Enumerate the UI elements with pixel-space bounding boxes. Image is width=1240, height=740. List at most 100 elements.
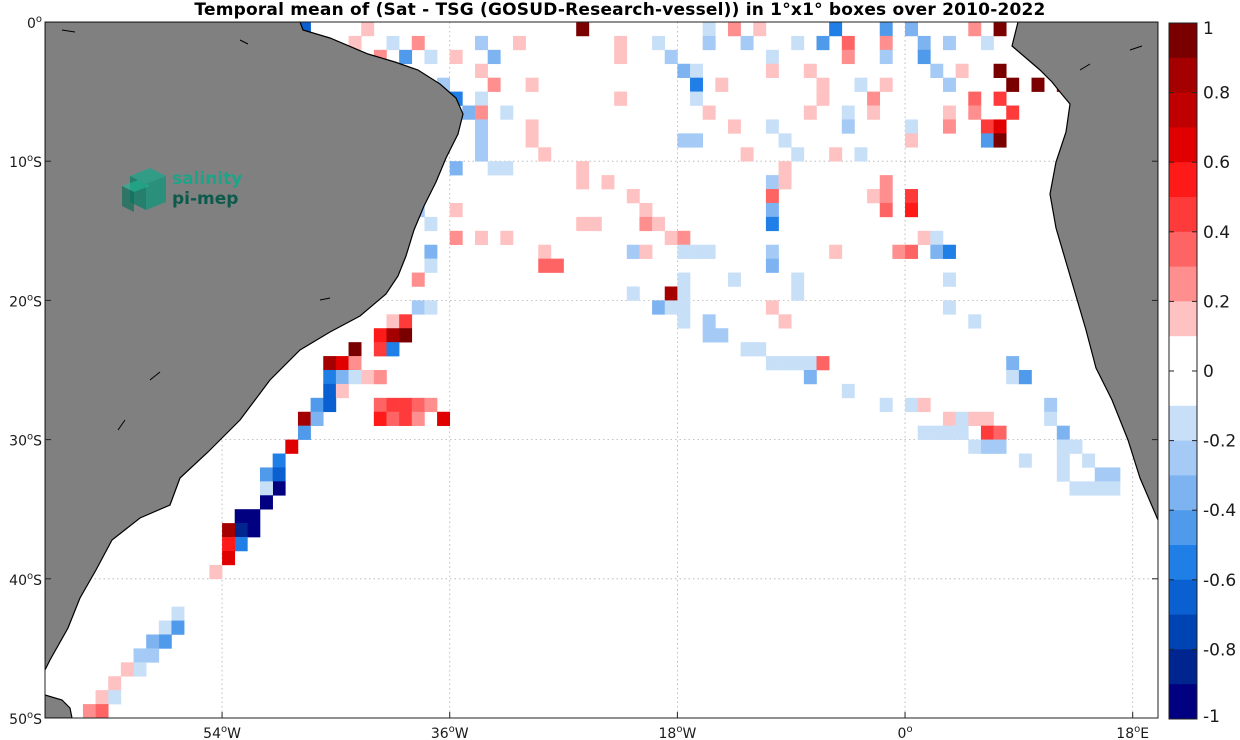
heatmap-cell [980,119,994,134]
heatmap-cell [462,105,476,120]
y-tick-label: 50oS [9,710,42,728]
heatmap-cell [234,509,248,524]
heatmap-cell [487,161,501,176]
heatmap-cell [222,537,236,552]
heatmap-cell [727,272,741,287]
y-tick-label: 30oS [9,432,42,450]
heatmap-cell [120,662,134,677]
heatmap-cell [361,370,375,385]
africa-land [1011,22,1158,521]
heatmap-cell [791,272,805,287]
heatmap-cell [664,300,678,315]
heatmap-cell [980,133,994,148]
heatmap-cell [171,606,185,621]
heatmap-cell [285,439,299,454]
heatmap-cell [386,397,400,413]
heatmap-cell [576,161,590,176]
heatmap-cell [614,49,628,65]
heatmap-cell [879,49,893,65]
heatmap-cell [942,272,956,287]
heatmap-cell [1069,481,1083,496]
heatmap-cell [753,342,767,357]
heatmap-cell [310,397,324,413]
heatmap-cell [500,105,514,120]
heatmap-cell [765,202,779,218]
heatmap-cell [626,189,640,204]
colorbar-tick-label: 0.6 [1203,153,1230,173]
heatmap-cell [1107,481,1121,496]
heatmap-cell [399,411,413,426]
heatmap-cell [348,356,362,371]
y-tick-label: 10oS [9,153,42,171]
heatmap-cell [841,119,855,134]
heatmap-cell [133,662,147,677]
heatmap-cell [740,342,754,357]
heatmap-cell [525,133,539,148]
heatmap-cell [1044,411,1058,426]
heatmap-cell [234,523,248,538]
heatmap-cell [399,397,413,413]
heatmap-cell [1094,467,1108,482]
heatmap-cell [905,133,918,148]
heatmap-cell [993,119,1007,134]
heatmap-cell [399,328,413,343]
heatmap-cell [968,91,982,106]
heatmap-cell [690,77,703,92]
heatmap-cell [765,189,779,204]
heatmap-cell [500,230,514,246]
heatmap-cell [677,230,691,246]
heatmap-cell [538,244,552,259]
heatmap-cell [942,411,956,426]
heatmap-cell [475,91,488,106]
heatmap-cell [879,397,893,413]
heatmap-cell [765,300,779,315]
heatmap-cell [740,147,754,162]
logo-line1: salinity [172,169,242,189]
logo-line2: pi-mep [172,189,238,209]
heatmap-cell [171,620,185,635]
heatmap-cell [1094,481,1108,496]
heatmap-cell [475,35,488,51]
colorbar-segment [1169,510,1197,546]
heatmap-cell [449,161,463,176]
heatmap-cell [677,300,691,315]
heatmap-cell [411,411,425,426]
heatmap-cell [222,550,236,566]
heatmap-cell [690,244,703,259]
heatmap-cell [626,286,640,301]
heatmap-cell [677,63,691,78]
heatmap-cell [133,648,147,663]
heatmap-cell [879,22,893,37]
heatmap-cell [576,22,590,37]
heatmap-cell [778,175,792,190]
heatmap-cell [411,397,425,413]
heatmap-cell [917,49,931,65]
heatmap-cell [1056,467,1070,482]
colorbar-tick-label: 0.2 [1203,292,1230,312]
heatmap-cell [879,77,893,92]
heatmap-cell [411,35,425,51]
heatmap-cell [841,105,855,120]
heatmap-cell [942,300,956,315]
heatmap-cell [335,370,349,385]
heatmap-cell [917,35,931,51]
heatmap-cell [778,314,792,329]
heatmap-cell [778,133,792,148]
heatmap-cell [702,105,716,120]
heatmap-cell [601,175,615,190]
heatmap-cell [614,35,628,51]
heatmap-cell [702,328,716,343]
colorbar-tick-label: 0.8 [1203,84,1230,104]
heatmap-cell [917,230,931,246]
heatmap-cell [247,523,261,538]
heatmap-cell [690,63,703,78]
colorbar-tick-label: -0.4 [1203,501,1236,521]
heatmap-cell [487,77,501,92]
heatmap-cell [158,620,172,635]
heatmap-cell [955,63,969,78]
heatmap-cell [234,537,248,552]
heatmap-cell [652,216,666,232]
heatmap-cell [1006,370,1020,385]
heatmap-cell [512,35,526,51]
colorbar-segment [1169,614,1197,650]
